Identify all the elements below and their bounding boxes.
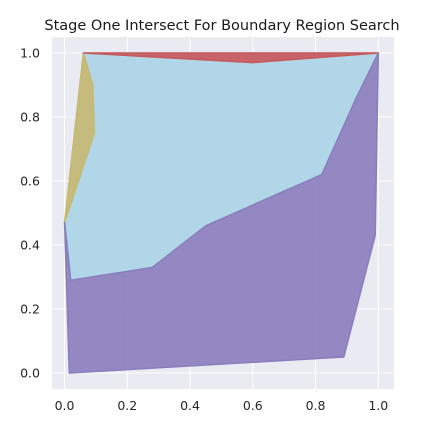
x-tick-label: 0.8 [306,398,326,413]
x-tick-label: 0.2 [117,398,137,413]
x-tick-label: 0.4 [180,398,200,413]
x-tick-label: 0.6 [243,398,263,413]
chart-title: Stage One Intersect For Boundary Region … [44,18,399,34]
y-tick-label: 0.0 [20,366,40,381]
x-tick-label: 0.0 [55,398,75,413]
region-3 [63,52,380,374]
y-tick-label: 0.6 [20,174,40,189]
region-2 [82,52,380,64]
y-tick-label: 1.0 [20,46,40,61]
y-tick-label: 0.4 [20,238,40,253]
y-tick-label: 0.8 [20,110,40,125]
y-tick-label: 0.2 [20,302,40,317]
region-1 [63,52,96,224]
x-tick-label: 1.0 [368,398,388,413]
